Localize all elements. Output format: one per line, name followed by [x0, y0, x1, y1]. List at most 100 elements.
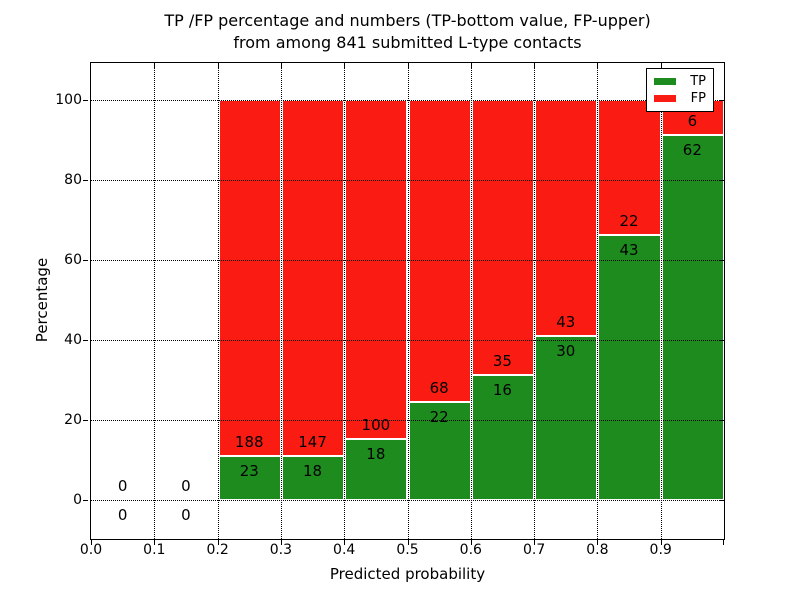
x-tick-mark-top [660, 63, 662, 68]
y-tick-label: 100 [55, 92, 82, 108]
x-tick-mark [280, 540, 282, 545]
x-tick-label: 0.0 [79, 542, 103, 558]
fp-legend-swatch-icon [654, 95, 676, 102]
legend-item-fp: FP [654, 92, 706, 105]
tp-count-label: 18 [303, 462, 323, 481]
x-tick-label: 0.5 [396, 542, 419, 558]
fp-count-label: 43 [556, 312, 576, 331]
tp-count-label: 43 [619, 241, 639, 260]
tp-count-label: 23 [239, 462, 259, 481]
y-tick-mark [83, 420, 88, 421]
y-tick-label: 20 [64, 412, 82, 428]
y-tick-mark-right [719, 260, 724, 261]
x-tick-label: 0.6 [459, 542, 482, 558]
x-tick-label: 0.3 [269, 542, 293, 558]
x-tick-label: 0.2 [206, 542, 229, 558]
x-axis-label: Predicted probability [329, 565, 486, 583]
y-tick-label: 80 [64, 172, 82, 188]
x-tick-mark [534, 540, 536, 545]
vertical-gridline [596, 63, 600, 539]
fp-legend-label: FP [690, 91, 706, 106]
tp-count-label: 0 [117, 506, 128, 524]
fp-count-label: 22 [619, 212, 639, 231]
y-tick-mark-right [719, 100, 724, 101]
fp-bar-segment [597, 100, 661, 236]
tp-count-label: 0 [181, 506, 191, 524]
x-tick-mark [660, 540, 662, 545]
y-axis-label: Percentage [33, 257, 51, 343]
x-tick-mark [154, 540, 156, 545]
x-tick-mark-top [534, 63, 536, 68]
horizontal-gridline [91, 340, 724, 341]
tp-bar-segment [597, 235, 661, 500]
vertical-gridline [406, 63, 410, 539]
x-tick-mark [344, 540, 346, 545]
y-tick-label: 60 [64, 252, 82, 268]
tp-bar-segment [534, 335, 598, 500]
fp-count-label: 147 [298, 433, 327, 452]
horizontal-gridline [91, 260, 724, 261]
x-tick-mark-top [470, 63, 472, 68]
fp-count-label: 188 [234, 433, 264, 452]
x-tick-label: 0.8 [586, 542, 609, 558]
fp-bar-segment [280, 100, 345, 457]
horizontal-gridline [91, 420, 724, 421]
legend-item-tp: TP [654, 75, 706, 88]
fp-bar-segment [470, 100, 535, 375]
fp-count-label: 68 [429, 379, 449, 398]
vertical-gridline [343, 63, 347, 539]
tp-legend-swatch-icon [654, 78, 676, 85]
y-tick-mark [83, 340, 88, 341]
chart-title-line-2: from among 841 submitted L-type contacts [233, 33, 582, 52]
y-tick-mark-right [719, 180, 724, 181]
x-tick-label: 0.1 [143, 542, 166, 558]
x-tick-mark [723, 540, 724, 545]
horizontal-gridline [91, 180, 724, 181]
fp-count-label: 0 [181, 477, 191, 495]
vertical-gridline [659, 63, 663, 539]
tp-bar-segment [217, 456, 281, 500]
y-tick-label: 40 [64, 332, 82, 348]
x-tick-mark [470, 540, 472, 545]
vertical-gridline [533, 63, 537, 539]
x-tick-label: 0.9 [649, 542, 672, 558]
tp-bar-segment [660, 135, 724, 500]
x-tick-mark-top [280, 63, 282, 68]
plot-area: 0 0 0 0 188 23 147 18 100 18 68 22 35 16 43 30 22 43 6 62 [90, 62, 725, 540]
y-tick-mark-right [719, 420, 724, 421]
y-tick-mark-right [719, 500, 724, 501]
x-tick-label: 0.7 [522, 542, 546, 558]
fp-count-label: 0 [117, 477, 128, 495]
fp-bar-segment [407, 100, 471, 403]
legend: TP FP [646, 68, 714, 112]
vertical-gridline [216, 63, 220, 539]
fp-count-label: 100 [361, 416, 391, 434]
vertical-gridline [279, 63, 283, 539]
y-tick-mark [83, 180, 88, 181]
fp-count-label: 6 [687, 112, 698, 131]
vertical-gridline [469, 63, 473, 539]
x-tick-mark [217, 540, 219, 545]
fp-bar-segment [344, 100, 408, 439]
fp-count-label: 35 [492, 351, 512, 370]
horizontal-gridline [91, 500, 724, 501]
tp-legend-label: TP [690, 74, 706, 89]
tp-count-label: 22 [429, 408, 449, 427]
x-tick-mark-top [154, 63, 156, 68]
tp-count-label: 18 [366, 445, 386, 463]
x-tick-label: 0.4 [333, 542, 356, 558]
y-tick-mark-right [719, 340, 724, 341]
y-tick-mark [83, 100, 88, 101]
x-tick-mark-top [217, 63, 219, 68]
fp-bar-segment [217, 100, 281, 457]
tp-count-label: 30 [556, 341, 576, 360]
x-tick-mark [407, 540, 409, 545]
tp-count-label: 62 [682, 141, 702, 160]
tp-count-label: 16 [492, 380, 512, 399]
y-tick-mark [83, 500, 88, 501]
x-tick-mark-top [597, 63, 599, 68]
y-tick-label: 0 [73, 492, 82, 508]
x-tick-mark [597, 540, 599, 545]
x-tick-mark-top [344, 63, 346, 68]
